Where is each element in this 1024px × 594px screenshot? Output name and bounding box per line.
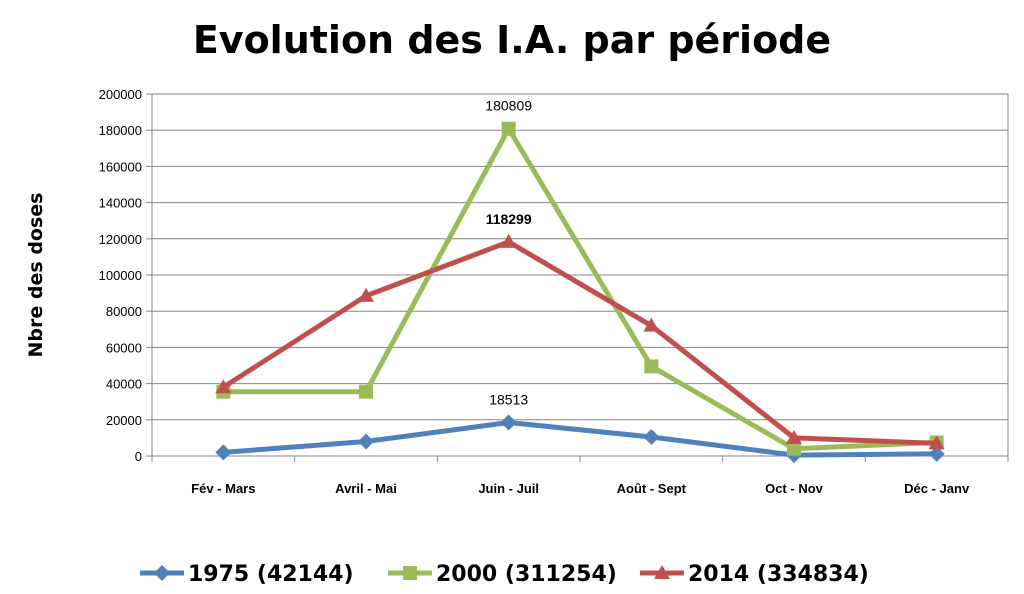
data-point xyxy=(358,433,374,450)
legend-label: 2000 (311254) xyxy=(436,562,617,587)
x-tick-label: Août - Sept xyxy=(617,481,687,496)
y-tick-label: 20000 xyxy=(106,413,142,428)
legend-item: 2014 (334834) xyxy=(640,562,869,587)
y-tick-label: 200000 xyxy=(99,87,142,102)
legend: 1975 (42144) 2000 (311254) 2014 (334834) xyxy=(140,562,869,587)
legend-marker xyxy=(154,565,170,581)
series-1 xyxy=(216,121,944,456)
data-label: 18513 xyxy=(489,391,528,407)
legend-label: 2014 (334834) xyxy=(688,562,869,587)
legend-marker xyxy=(403,566,417,580)
data-point xyxy=(501,121,516,136)
chart-title: Evolution des I.A. par période xyxy=(192,18,832,62)
series-line xyxy=(220,239,940,446)
x-tick-label: Oct - Nov xyxy=(765,481,824,496)
x-tick-label: Déc - Janv xyxy=(904,481,970,496)
series-2 xyxy=(215,233,945,450)
data-label: 118299 xyxy=(486,211,532,227)
data-point xyxy=(786,429,802,444)
data-point xyxy=(643,428,660,445)
data-point xyxy=(787,441,801,456)
x-tick-label: Avril - Mai xyxy=(335,481,397,496)
y-tick-label: 60000 xyxy=(106,340,142,355)
data-point xyxy=(359,384,373,399)
x-tick-label: Juin - Juil xyxy=(478,481,539,496)
data-point xyxy=(215,379,232,394)
series-line xyxy=(220,126,940,452)
legend-item: 2000 (311254) xyxy=(388,562,617,587)
y-tick-label: 160000 xyxy=(99,159,142,174)
data-point xyxy=(928,445,945,462)
data-point xyxy=(928,435,945,450)
data-point xyxy=(215,444,232,461)
data-point xyxy=(644,359,659,374)
data-point xyxy=(500,414,517,431)
axis-layer: 0 20000 40000 60000 80000 100000 120000 140000 1… xyxy=(25,87,1009,496)
y-tick-label: 100000 xyxy=(99,268,142,283)
y-axis-label: Nbre des doses xyxy=(25,193,47,358)
y-tick-label: 80000 xyxy=(106,304,142,319)
data-point xyxy=(358,287,374,302)
data-label-layer: 18513 180809 118299 xyxy=(485,98,532,408)
y-tick-label: 140000 xyxy=(99,196,142,211)
data-point xyxy=(643,317,660,332)
legend-item: 1975 (42144) xyxy=(140,562,354,587)
legend-label: 1975 (42144) xyxy=(188,562,354,587)
series-line xyxy=(220,419,940,458)
series-layer xyxy=(215,121,945,464)
legend-marker xyxy=(654,565,670,579)
y-tick-label: 40000 xyxy=(106,377,142,392)
data-label: 180809 xyxy=(485,98,532,114)
data-point xyxy=(500,233,517,248)
y-tick-label: 0 xyxy=(135,449,142,464)
grid-layer xyxy=(151,93,1009,457)
x-tick-label: Fév - Mars xyxy=(191,481,255,496)
y-tick-label: 120000 xyxy=(99,232,142,247)
y-tick-label: 180000 xyxy=(99,123,142,138)
